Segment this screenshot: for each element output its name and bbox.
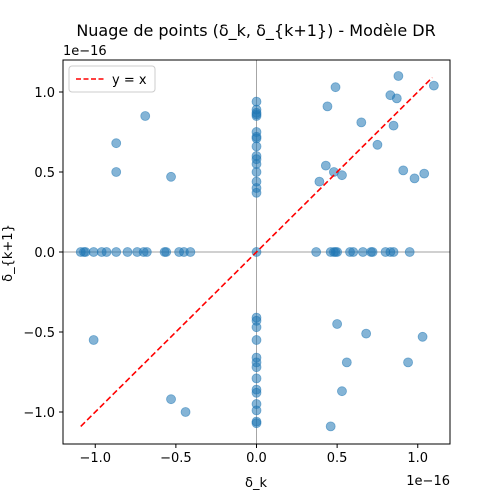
data-point (251, 111, 262, 121)
data-point (251, 405, 262, 416)
y-offset-label: 1e−16 (63, 44, 107, 59)
points-layer (75, 71, 439, 432)
data-point (88, 247, 99, 257)
data-point (251, 362, 262, 373)
data-point (419, 168, 430, 179)
x-tick-label: 0.5 (327, 451, 348, 466)
data-point (251, 418, 262, 429)
data-point (311, 247, 322, 257)
data-point (251, 387, 262, 398)
legend-box (68, 65, 156, 93)
data-point (404, 247, 415, 257)
data-point (111, 167, 122, 177)
plot-frame (62, 59, 451, 445)
data-point (361, 328, 372, 339)
data-point (332, 247, 343, 257)
data-point (251, 322, 262, 333)
data-point (409, 173, 420, 184)
data-point (417, 331, 428, 342)
data-point (356, 117, 367, 128)
data-point (348, 247, 359, 257)
y-tick-label: 0.5 (34, 166, 55, 181)
data-point (325, 421, 336, 432)
data-point (251, 373, 262, 384)
x-axis-label: δ_k (245, 476, 267, 491)
y-tick-label: −1.0 (23, 406, 55, 421)
data-point (332, 319, 343, 329)
data-point (251, 335, 262, 345)
data-point (367, 247, 378, 257)
data-point (341, 357, 352, 368)
data-point (322, 101, 333, 112)
x-tick-label: −0.5 (160, 451, 192, 466)
data-point (314, 176, 325, 187)
data-point (88, 335, 99, 345)
data-point (141, 247, 152, 257)
data-point (388, 120, 399, 131)
data-point (161, 247, 172, 257)
data-point (337, 170, 347, 181)
y-tick-label: −0.5 (23, 326, 55, 341)
data-point (111, 247, 122, 257)
y-axis-label: δ_{k+1} (1, 224, 16, 282)
data-point (251, 167, 262, 177)
data-point (320, 160, 331, 171)
data-point (185, 247, 196, 257)
data-point (122, 247, 133, 257)
data-point (101, 247, 112, 257)
data-point (180, 407, 191, 417)
data-point (398, 165, 409, 176)
data-point (80, 247, 91, 257)
data-point (251, 187, 262, 198)
line-layer (80, 77, 433, 427)
data-point (166, 394, 176, 405)
data-point (251, 141, 262, 152)
data-point (358, 247, 368, 257)
x-tick-label: 1.0 (407, 451, 428, 466)
data-point (166, 171, 176, 182)
chart-title: Nuage de points (δ_k, δ_{k+1}) - Modèle … (76, 21, 435, 41)
data-point (388, 247, 399, 257)
data-point (330, 82, 341, 93)
y-tick-label: 1.0 (34, 86, 55, 101)
data-point (337, 386, 347, 397)
data-point (391, 93, 402, 104)
x-offset-label: 1e−16 (406, 474, 450, 489)
y-tick-label: 0.0 (34, 246, 55, 261)
data-point (111, 138, 122, 149)
identity-reference-line (80, 77, 433, 427)
x-tick-label: −1.0 (79, 451, 111, 466)
x-tick-label: 0.0 (246, 451, 267, 466)
legend: y = x (68, 65, 156, 93)
data-point (393, 71, 404, 81)
data-point (140, 111, 151, 121)
legend-entry-label: y = x (112, 73, 147, 88)
data-point (428, 80, 439, 91)
data-point (403, 357, 413, 368)
data-point (372, 139, 383, 150)
